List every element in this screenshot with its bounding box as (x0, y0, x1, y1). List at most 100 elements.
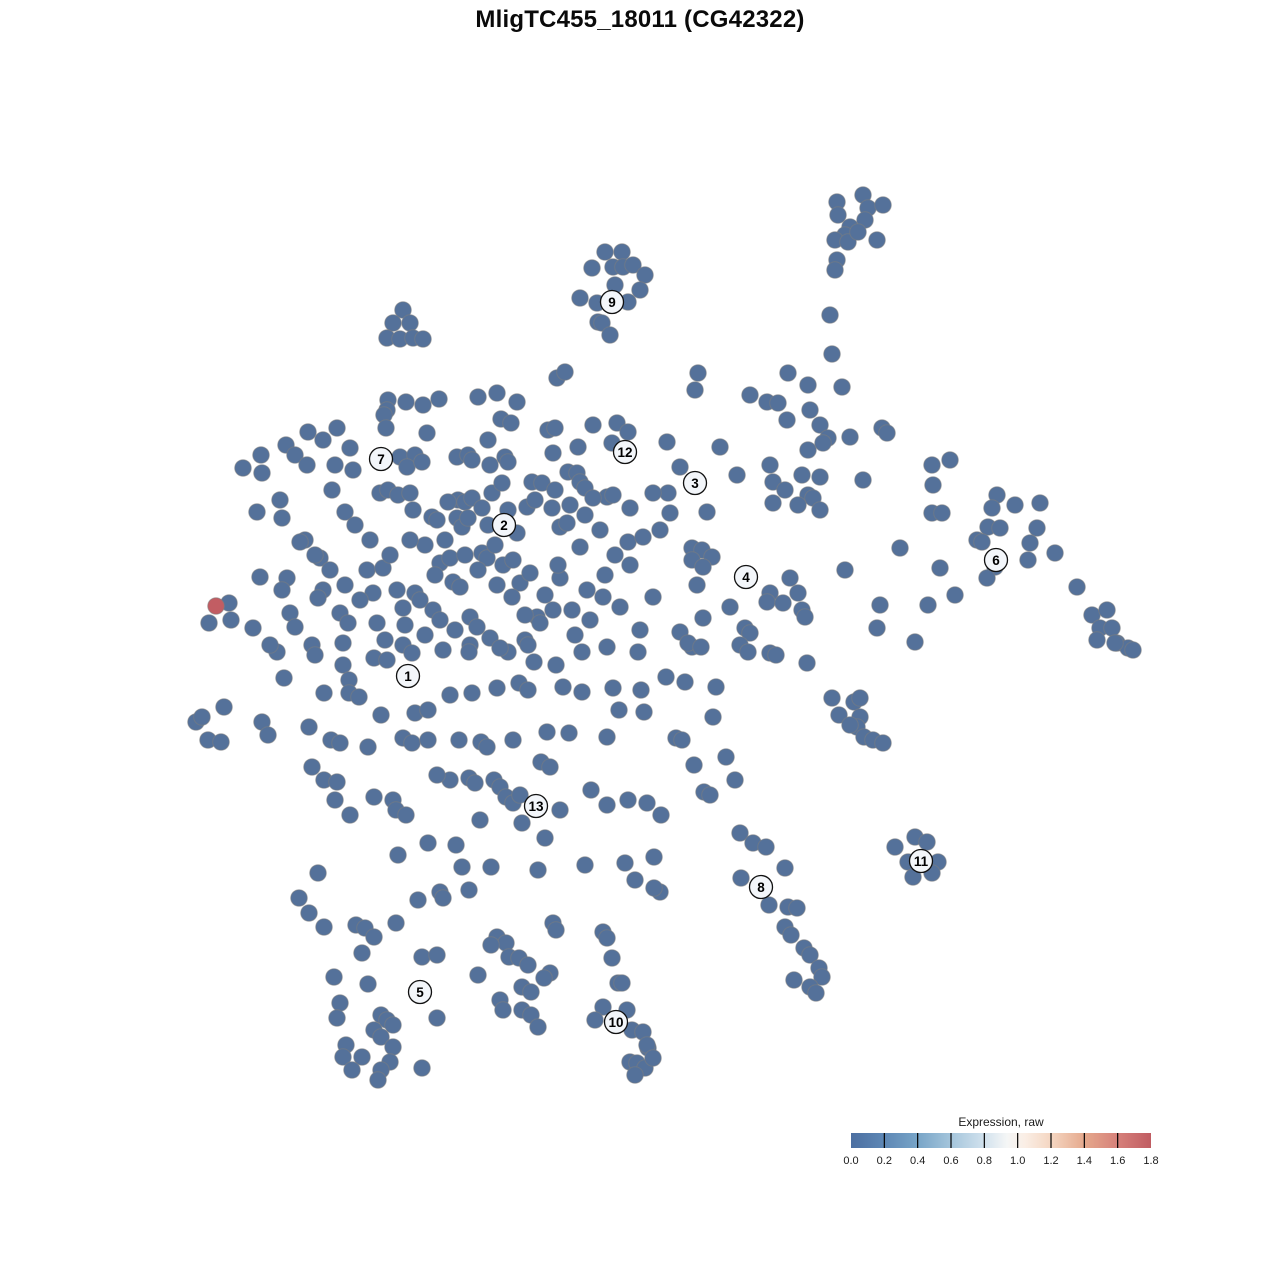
data-point (325, 968, 343, 986)
data-point (411, 591, 429, 609)
data-point (692, 638, 710, 656)
legend-tick-label: 1.2 (1043, 1155, 1058, 1167)
data-point (453, 858, 471, 876)
data-point (731, 824, 749, 842)
data-point (626, 1066, 644, 1084)
data-point (271, 491, 289, 509)
cluster-label-11: 11 (908, 848, 934, 874)
cluster-label-circle (491, 512, 517, 538)
data-point (306, 646, 324, 664)
cluster-label-2: 2 (491, 512, 517, 538)
data-point (413, 453, 431, 471)
data-point (334, 1048, 352, 1066)
data-point (741, 386, 759, 404)
data-point (434, 889, 452, 907)
data-point (1068, 578, 1086, 596)
cluster-label-circle (603, 1009, 629, 1035)
data-point (499, 453, 517, 471)
data-point (739, 643, 757, 661)
data-point (428, 766, 446, 784)
data-point (368, 614, 386, 632)
data-point (638, 794, 656, 812)
data-point (519, 956, 537, 974)
legend-tick-label: 0.6 (943, 1155, 958, 1167)
data-point (339, 614, 357, 632)
data-point (694, 609, 712, 627)
data-point (323, 481, 341, 499)
highlighted-data-point (207, 597, 225, 615)
data-point (503, 588, 521, 606)
data-point (535, 969, 553, 987)
data-point (554, 678, 572, 696)
data-point (581, 611, 599, 629)
cluster-label-5: 5 (407, 979, 433, 1005)
data-point (460, 881, 478, 899)
data-point (275, 669, 293, 687)
data-point (359, 738, 377, 756)
data-point (764, 494, 782, 512)
cluster-label-3: 3 (682, 470, 708, 496)
data-point (598, 796, 616, 814)
data-point (473, 499, 491, 517)
data-point (571, 289, 589, 307)
data-point (303, 758, 321, 776)
data-point (479, 431, 497, 449)
cluster-label-12: 12 (612, 439, 638, 465)
data-point (631, 281, 649, 299)
data-point (486, 536, 504, 554)
data-point (676, 673, 694, 691)
data-point (606, 546, 624, 564)
data-point (781, 569, 799, 587)
data-point (401, 314, 419, 332)
data-point (1031, 494, 1049, 512)
data-point (774, 594, 792, 612)
cluster-label-number: 3 (691, 476, 699, 491)
data-point (778, 411, 796, 429)
data-point (538, 723, 556, 741)
cluster-label-circle (682, 470, 708, 496)
data-point (511, 786, 529, 804)
cluster-label-7: 7 (368, 446, 394, 472)
data-point (365, 788, 383, 806)
data-point (973, 533, 991, 551)
data-point (760, 896, 778, 914)
cluster-label-circle (407, 979, 433, 1005)
data-point (334, 634, 352, 652)
legend-tick-label: 0.2 (877, 1155, 892, 1167)
data-point (644, 484, 662, 502)
plot-title: MligTC455_18011 (CG42322) (475, 6, 805, 33)
data-point (841, 716, 859, 734)
data-point (326, 456, 344, 474)
data-point (644, 588, 662, 606)
data-point (328, 773, 346, 791)
data-point (434, 641, 452, 659)
data-point (522, 983, 540, 1001)
data-point (334, 656, 352, 674)
data-point (441, 549, 459, 567)
data-point (596, 566, 614, 584)
data-point (384, 1038, 402, 1056)
cluster-label-number: 1 (404, 669, 412, 684)
data-point (851, 689, 869, 707)
cluster-label-number: 8 (757, 880, 765, 895)
data-point (933, 504, 951, 522)
data-point (645, 879, 663, 897)
data-point (613, 974, 631, 992)
data-point (1124, 641, 1142, 659)
legend-tick-label: 0.0 (843, 1155, 858, 1167)
cluster-label-circle (523, 793, 549, 819)
data-point (698, 503, 716, 521)
data-point (704, 708, 722, 726)
data-point (469, 561, 487, 579)
data-point (757, 838, 775, 856)
data-point (923, 456, 941, 474)
data-point (671, 458, 689, 476)
data-point (546, 481, 564, 499)
cluster-label-circle (368, 446, 394, 472)
data-point (353, 944, 371, 962)
data-point (315, 918, 333, 936)
data-point (634, 528, 652, 546)
data-point (789, 584, 807, 602)
legend-colorbar (851, 1133, 1151, 1148)
